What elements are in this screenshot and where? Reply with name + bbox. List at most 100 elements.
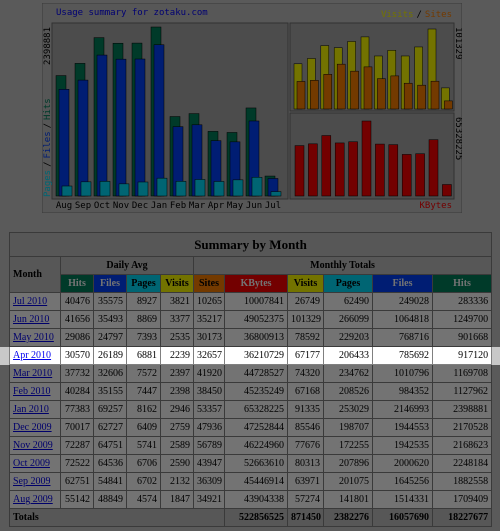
value-cell: 8927 — [126, 292, 161, 311]
value-cell: 26189 — [93, 346, 127, 365]
value-cell: 10265 — [193, 292, 225, 311]
value-cell: 3377 — [160, 310, 194, 329]
value-cell: 24797 — [93, 328, 127, 347]
bar-files — [58, 89, 70, 197]
value-cell: 57274 — [287, 490, 324, 509]
month-link[interactable]: Sep 2009 — [13, 476, 51, 487]
value-cell: 198707 — [323, 418, 373, 437]
bar-kbytes — [428, 139, 439, 197]
bar-kbytes — [321, 135, 332, 197]
value-cell: 45446914 — [224, 472, 288, 491]
month-label: Nov — [113, 201, 129, 211]
month-link[interactable]: Mar 2010 — [13, 368, 53, 379]
bar-pages — [232, 179, 244, 197]
value-cell: 63971 — [287, 472, 324, 491]
legend-item: / — [43, 161, 53, 166]
daily-header: Daily Avg — [60, 256, 194, 275]
value-cell: 67177 — [287, 346, 324, 365]
month-row: Feb 2010 40284 35155 7447 2398 38450 45235249 6… — [9, 382, 493, 401]
month-link[interactable]: Jan 2010 — [13, 404, 49, 415]
month-label: Sep — [75, 201, 91, 211]
month-link[interactable]: Feb 2010 — [13, 386, 51, 397]
month-link[interactable]: Apr 2010 — [13, 350, 52, 361]
bar-sites — [323, 74, 333, 110]
bar-sites — [310, 80, 319, 110]
value-cell: 10007841 — [224, 292, 288, 311]
month-row: Jun 2010 41656 35493 8869 3377 35217 49052375 1… — [9, 310, 493, 329]
month-label: Dec — [132, 201, 148, 211]
value-cell: 1944553 — [372, 418, 433, 437]
value-cell: 35217 — [193, 310, 225, 329]
bar-sites — [430, 80, 440, 110]
month-label: Oct — [94, 201, 110, 211]
month-link[interactable]: Jul 2010 — [13, 296, 48, 307]
bar-kbytes — [442, 184, 452, 197]
value-cell: 1010796 — [372, 364, 433, 383]
value-cell: 35575 — [93, 292, 127, 311]
month-link[interactable]: Aug 2009 — [13, 494, 53, 505]
value-cell: 1064818 — [372, 310, 433, 329]
column-header: Hits — [60, 274, 94, 293]
value-cell: 768716 — [372, 328, 433, 347]
value-cell: 208526 — [323, 382, 373, 401]
bar-pages — [137, 181, 149, 197]
value-cell: 253029 — [323, 400, 373, 419]
value-cell: 37732 — [60, 364, 94, 383]
value-cell: 64751 — [93, 436, 127, 455]
value-cell: 41656 — [60, 310, 94, 329]
month-cell: May 2010 — [9, 328, 61, 347]
value-cell: 3821 — [160, 292, 194, 311]
value-cell: 47252844 — [224, 418, 288, 437]
value-cell: 2398 — [160, 382, 194, 401]
total-cell: 522856525 — [224, 508, 288, 527]
value-cell: 45235249 — [224, 382, 288, 401]
value-cell: 1127962 — [431, 382, 493, 401]
bar-kbytes — [401, 154, 412, 197]
value-cell: 36800913 — [224, 328, 288, 347]
value-cell: 7572 — [126, 364, 161, 383]
bar-kbytes — [388, 144, 399, 197]
legend-item: / — [43, 123, 53, 128]
value-cell: 2946 — [160, 400, 194, 419]
month-label: Feb — [170, 201, 186, 211]
column-header: Files — [93, 274, 127, 293]
month-link[interactable]: May 2010 — [13, 332, 54, 343]
value-cell: 30173 — [193, 328, 225, 347]
month-link[interactable]: Oct 2009 — [13, 458, 50, 469]
value-cell: 1709409 — [431, 490, 493, 509]
value-cell: 1942535 — [372, 436, 433, 455]
value-cell: 29086 — [60, 328, 94, 347]
month-link[interactable]: Dec 2009 — [13, 422, 52, 433]
month-link[interactable]: Jun 2010 — [13, 314, 50, 325]
bar-kbytes — [348, 141, 358, 197]
value-cell: 1645256 — [372, 472, 433, 491]
value-cell: 40284 — [60, 382, 94, 401]
month-link[interactable]: Nov 2009 — [13, 440, 53, 451]
value-cell: 2168623 — [431, 436, 493, 455]
value-cell: 34921 — [193, 490, 225, 509]
bar-pages — [270, 191, 282, 197]
bar-sites — [350, 70, 359, 110]
bar-sites — [336, 63, 346, 110]
value-cell: 36309 — [193, 472, 225, 491]
summary-table: Summary by Month Month Daily Avg Monthly… — [8, 232, 493, 527]
value-cell: 206433 — [323, 346, 373, 365]
value-cell: 2759 — [160, 418, 194, 437]
bar-sites — [417, 84, 426, 110]
month-cell: Jun 2010 — [9, 310, 61, 329]
value-cell: 7447 — [126, 382, 161, 401]
value-cell: 984352 — [372, 382, 433, 401]
month-label: Jul — [265, 201, 281, 211]
month-cell: Sep 2009 — [9, 472, 61, 491]
month-row: Aug 2009 55142 48849 4574 1847 34921 43904338 5… — [9, 490, 493, 509]
right-bottom-max-label: 65328225 — [453, 117, 462, 160]
left-legend: Pages / Files / Hits — [43, 98, 53, 197]
value-cell: 41920 — [193, 364, 225, 383]
month-row: Nov 2009 72287 64751 5741 2589 56789 46224960 7… — [9, 436, 493, 455]
right-top-legend: Visits / Sites — [381, 10, 452, 20]
value-cell: 62727 — [93, 418, 127, 437]
value-cell: 201075 — [323, 472, 373, 491]
value-cell: 46224960 — [224, 436, 288, 455]
value-cell: 2170528 — [431, 418, 493, 437]
table-title: Summary by Month — [8, 232, 493, 257]
